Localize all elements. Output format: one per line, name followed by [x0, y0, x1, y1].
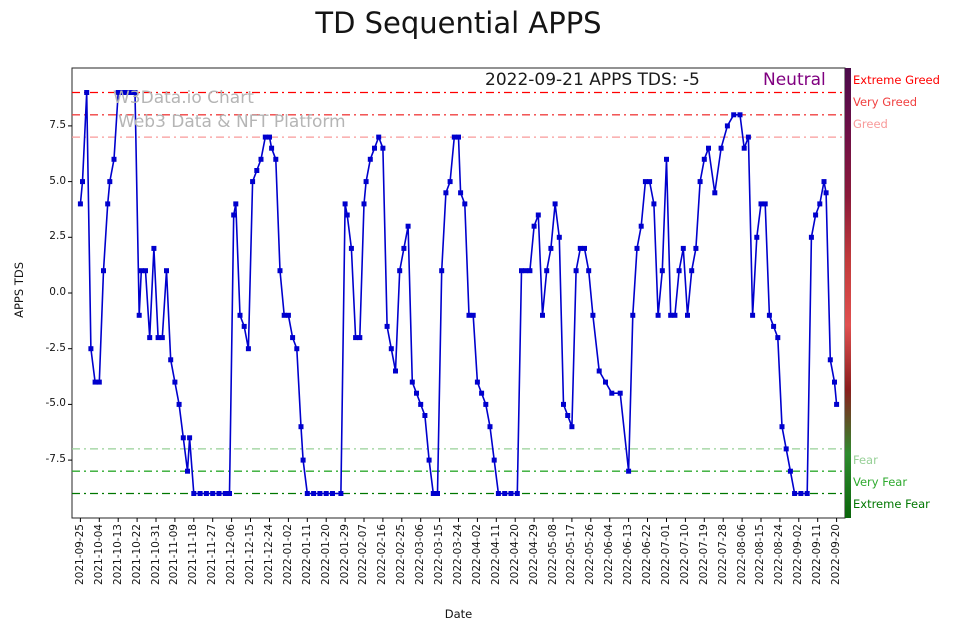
x-tick-label: 2022-03-15 — [433, 524, 446, 586]
x-tick-label: 2022-04-29 — [527, 524, 540, 586]
chart-title: TD Sequential APPS — [315, 6, 602, 40]
x-tick-label: 2021-12-24 — [262, 524, 275, 586]
x-tick-label: 2022-09-02 — [792, 524, 805, 586]
x-tick-label: 2021-11-18 — [187, 524, 200, 586]
x-tick-label: 2021-10-22 — [130, 524, 143, 586]
x-tick-label: 2022-04-20 — [508, 524, 521, 586]
annotation-current-value: 2022-09-21 APPS TDS: -5 — [485, 70, 700, 90]
x-tick-label: 2021-09-25 — [73, 524, 86, 586]
y-tick-label: 5.0 — [49, 174, 66, 187]
y-tick-label: -7.5 — [45, 453, 67, 466]
watermark-line2: Web3 Data & NFT Platform — [118, 112, 346, 132]
y-tick-label: -5.0 — [45, 397, 67, 410]
y-tick-label: 2.5 — [49, 230, 66, 243]
threshold-label: Very Greed — [853, 94, 918, 109]
x-tick-label: 2021-10-04 — [92, 524, 105, 586]
x-tick-label: 2022-08-15 — [754, 524, 767, 586]
watermark-line1: W3Data.io Chart — [113, 88, 254, 108]
x-tick-label: 2022-08-24 — [773, 524, 786, 586]
threshold-label: Extreme Fear — [853, 497, 930, 512]
x-tick-label: 2022-05-17 — [565, 524, 578, 586]
x-tick-label: 2022-07-19 — [697, 524, 710, 586]
y-tick-label: -2.5 — [45, 341, 67, 354]
x-tick-label: 2022-07-01 — [659, 524, 672, 586]
x-tick-label: 2022-01-11 — [300, 524, 313, 586]
threshold-label: Extreme Greed — [853, 72, 940, 87]
x-tick-label: 2021-10-13 — [111, 524, 124, 586]
x-tick-label: 2021-11-09 — [168, 524, 181, 586]
threshold-label: Fear — [853, 452, 878, 467]
x-tick-label: 2022-05-26 — [584, 524, 597, 586]
x-tick-label: 2022-09-20 — [830, 524, 843, 586]
x-tick-label: 2021-12-06 — [225, 524, 238, 586]
x-tick-label: 2022-01-29 — [338, 524, 351, 586]
x-tick-label: 2022-07-10 — [678, 524, 691, 586]
x-tick-label: 2022-03-24 — [452, 524, 464, 586]
x-tick-label: 2022-06-04 — [603, 524, 616, 586]
x-tick-label: 2022-02-25 — [395, 524, 408, 586]
x-tick-label: 2022-06-22 — [641, 524, 654, 586]
x-tick-label: 2022-02-07 — [357, 524, 370, 586]
x-tick-label: 2022-03-06 — [414, 524, 427, 586]
x-tick-label: 2022-07-28 — [716, 524, 729, 586]
y-axis-label: APPS TDS — [12, 262, 26, 318]
x-tick-label: 2022-05-08 — [546, 524, 559, 586]
x-tick-label: 2022-09-11 — [811, 524, 824, 586]
threshold-label: Greed — [853, 117, 888, 132]
y-tick-label: 7.5 — [49, 118, 66, 131]
x-tick-label: 2021-12-15 — [244, 524, 257, 586]
x-tick-label: 2021-10-31 — [149, 524, 162, 586]
x-tick-label: 2022-06-13 — [622, 524, 635, 586]
annotation-sentiment-status: Neutral — [763, 70, 826, 90]
x-tick-label: 2022-04-11 — [489, 524, 502, 586]
threshold-label: Very Fear — [853, 475, 908, 490]
x-tick-label: 2022-01-20 — [319, 524, 332, 586]
x-tick-label: 2022-04-02 — [470, 524, 483, 586]
x-axis-label: Date — [444, 607, 473, 621]
x-tick-label: 2022-08-06 — [735, 524, 748, 586]
x-tick-label: 2022-02-16 — [376, 524, 389, 586]
x-tick-label: 2021-11-27 — [206, 524, 219, 586]
x-tick-label: 2022-01-02 — [281, 524, 294, 586]
y-tick-label: 0.0 — [49, 286, 66, 298]
sentiment-colorbar — [845, 68, 851, 518]
